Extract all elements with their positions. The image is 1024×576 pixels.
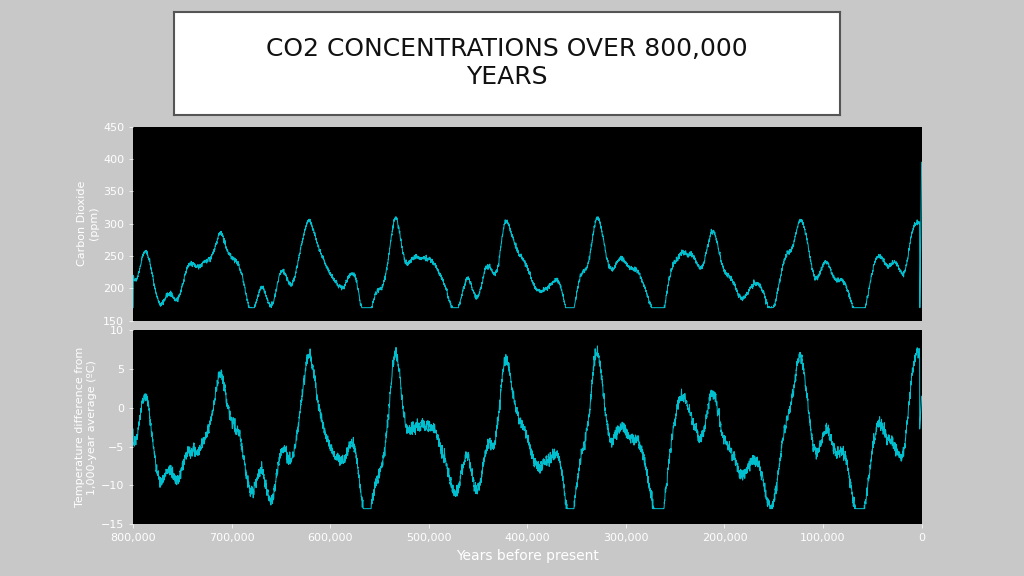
X-axis label: Years before present: Years before present xyxy=(456,549,599,563)
Y-axis label: Temperature difference from
1,000-year average (ºC): Temperature difference from 1,000-year a… xyxy=(75,347,96,507)
Text: CO2 CONCENTRATIONS OVER 800,000
YEARS: CO2 CONCENTRATIONS OVER 800,000 YEARS xyxy=(266,37,748,89)
Y-axis label: Carbon Dioxide
(ppm): Carbon Dioxide (ppm) xyxy=(77,181,98,266)
